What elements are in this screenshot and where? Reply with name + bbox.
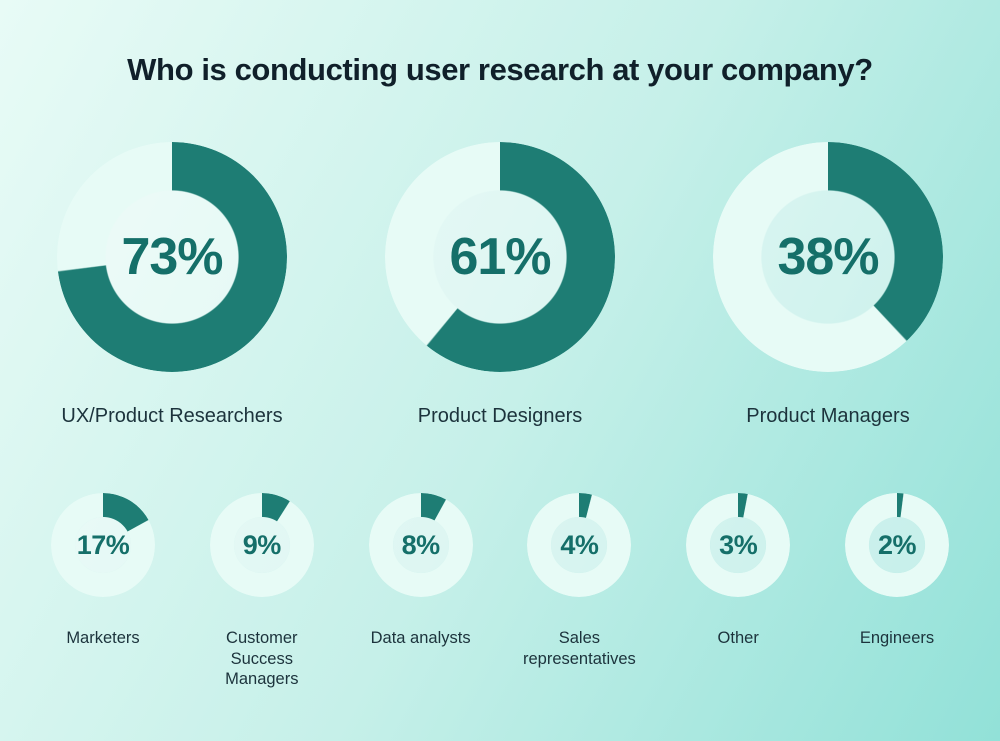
donut-group-engineers: 2% Engineers [822,493,972,649]
donut-group-customer-success-managers: 9% Customer Success Managers [187,493,337,690]
donut-ring [844,493,949,597]
donut-label: UX/Product Researchers [61,405,283,427]
donut-group-data-analysts: 8% Data analysts [346,493,496,649]
big-donut-row: 73% UX/Product Researchers 61% Product Desi… [0,142,1000,429]
donut-ring [713,142,943,372]
donut-group-ux-product-researchers: 73% UX/Product Researchers [28,142,316,429]
donut-value: 9% [242,529,282,560]
donut-value: 73% [121,228,223,286]
donut-label: Sales representatives [522,629,636,668]
donut-group-marketers: 17% Marketers [28,493,178,649]
donut-ring [686,493,791,597]
donut-chart-marketers: 17% [51,493,155,597]
donut-ring [368,493,473,597]
donut-ring [51,493,155,597]
donut-ring [209,493,314,597]
donut-chart-ux-product-researchers: 73% [57,142,287,372]
donut-group-other: 3% Other [663,493,813,649]
donut-label: Product Designers [417,405,583,427]
donut-ring [57,142,287,372]
donut-chart-engineers: 2% [844,493,949,597]
donut-chart-product-designers: 61% [385,142,615,372]
donut-value: 38% [777,228,879,286]
donut-label: Product Managers [746,405,910,427]
donut-group-product-designers: 61% Product Designers [356,142,644,429]
donut-value: 17% [76,529,130,560]
donut-label: Customer Success Managers [225,629,299,689]
donut-chart-sales-representatives: 4% [527,493,632,597]
donut-ring [527,493,632,597]
donut-value: 61% [449,228,551,286]
donut-chart-customer-success-managers: 9% [209,493,314,597]
donut-group-sales-representatives: 4% Sales representatives [504,493,654,669]
donut-value: 4% [560,529,599,560]
donut-label: Other [717,629,759,647]
donut-chart-data-analysts: 8% [368,493,473,597]
donut-chart-other: 3% [686,493,791,597]
donut-chart-product-managers: 38% [713,142,943,372]
donut-value: 3% [719,529,758,560]
donut-value: 8% [401,529,441,560]
donut-label: Data analysts [370,629,471,647]
chart-title: Who is conducting user research at your … [127,52,873,87]
donut-label: Engineers [859,629,935,647]
donut-ring [385,142,615,372]
donut-label: Marketers [66,629,140,647]
donut-value: 2% [877,529,917,560]
donut-group-product-managers: 38% Product Managers [684,142,972,429]
small-donut-row: 17% Marketers 9% Customer Success Managers 8… [0,493,1000,690]
